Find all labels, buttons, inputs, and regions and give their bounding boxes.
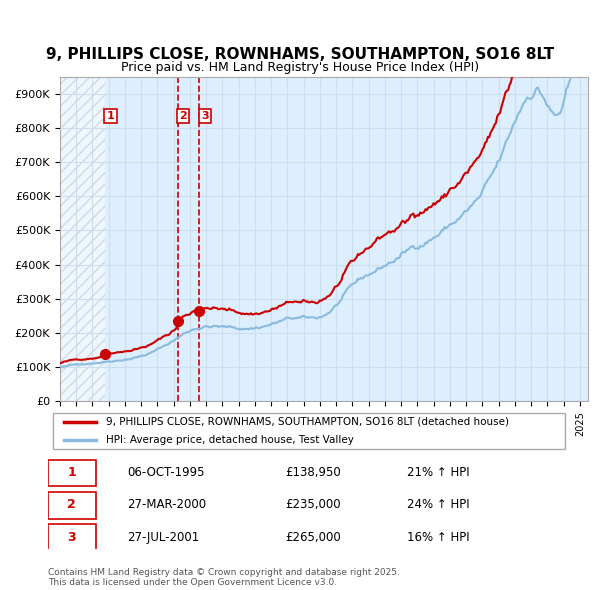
Text: £235,000: £235,000: [286, 499, 341, 512]
FancyBboxPatch shape: [53, 413, 565, 450]
Bar: [60, 77, 105, 401]
Text: 27-MAR-2000: 27-MAR-2000: [127, 499, 206, 512]
Text: 1: 1: [67, 466, 76, 479]
Text: 2: 2: [67, 499, 76, 512]
Text: Price paid vs. HM Land Registry's House Price Index (HPI): Price paid vs. HM Land Registry's House …: [121, 61, 479, 74]
FancyBboxPatch shape: [48, 492, 95, 519]
Text: HPI: Average price, detached house, Test Valley: HPI: Average price, detached house, Test…: [106, 435, 354, 445]
Text: Contains HM Land Registry data © Crown copyright and database right 2025.
This d: Contains HM Land Registry data © Crown c…: [48, 568, 400, 587]
Text: 1: 1: [107, 111, 115, 121]
Text: 16% ↑ HPI: 16% ↑ HPI: [407, 530, 470, 543]
Text: 27-JUL-2001: 27-JUL-2001: [127, 530, 199, 543]
Text: 24% ↑ HPI: 24% ↑ HPI: [407, 499, 470, 512]
Text: 21% ↑ HPI: 21% ↑ HPI: [407, 466, 470, 479]
Text: 06-OCT-1995: 06-OCT-1995: [127, 466, 205, 479]
Text: 2: 2: [179, 111, 187, 121]
Text: £265,000: £265,000: [286, 530, 341, 543]
FancyBboxPatch shape: [48, 460, 95, 486]
FancyBboxPatch shape: [48, 525, 95, 550]
Text: 3: 3: [201, 111, 208, 121]
Text: 3: 3: [67, 530, 76, 543]
Text: 9, PHILLIPS CLOSE, ROWNHAMS, SOUTHAMPTON, SO16 8LT: 9, PHILLIPS CLOSE, ROWNHAMS, SOUTHAMPTON…: [46, 47, 554, 62]
Text: 9, PHILLIPS CLOSE, ROWNHAMS, SOUTHAMPTON, SO16 8LT (detached house): 9, PHILLIPS CLOSE, ROWNHAMS, SOUTHAMPTON…: [106, 417, 509, 427]
Text: £138,950: £138,950: [286, 466, 341, 479]
